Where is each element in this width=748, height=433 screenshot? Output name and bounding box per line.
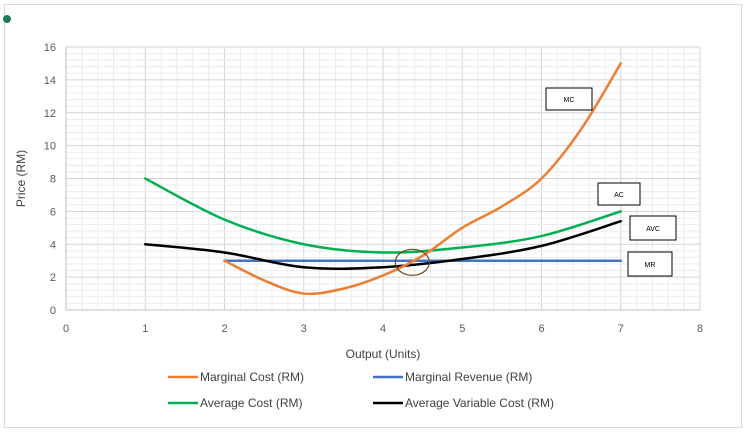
status-dot [3,15,11,23]
y-tick-label: 6 [50,206,56,218]
x-tick-label: 1 [142,323,148,335]
tag-label-ac: AC [614,192,624,199]
y-tick-label: 8 [50,174,56,186]
tag-label-avc: AVC [646,226,660,233]
series-line-avc [144,219,622,270]
y-tick-label: 16 [44,42,56,54]
x-tick-label: 2 [221,323,227,335]
series-line-ac [144,177,622,254]
y-tick-label: 0 [50,305,56,317]
tag-box-mr [627,251,673,277]
chart-series [144,62,622,296]
tag-label-mc: MC [564,97,575,104]
legend-label-avc: Average Variable Cost (RM) [405,396,554,410]
x-tick-label: 8 [697,323,703,335]
y-tick-label: 14 [44,75,56,87]
series-tags: MC AC AVC MR [545,87,677,277]
y-tick-label: 2 [50,272,56,284]
chart-legend: Marginal Cost (RM) Marginal Revenue (RM) A… [168,370,554,410]
x-tick-label: 0 [63,323,69,335]
tag-label-mr: MR [645,262,656,269]
chart-frame [4,4,742,428]
x-tick-label: 5 [459,323,465,335]
x-tick-label: 3 [301,323,307,335]
tag-box-ac [597,182,641,206]
legend-label-mc: Marginal Cost (RM) [200,370,304,384]
series-line-mc [223,62,622,296]
chart-grid [65,46,701,311]
intersection-circle [394,248,430,276]
tag-box-avc [629,215,677,241]
legend-label-ac: Average Cost (RM) [200,396,302,410]
y-tick-label: 12 [44,108,56,120]
x-tick-label: 7 [618,323,624,335]
x-tick-label: 4 [380,323,386,335]
y-axis-title: Price (RM) [14,150,28,207]
y-tick-label: 10 [44,141,56,153]
x-axis-title: Output (Units) [346,347,421,361]
legend-label-mr: Marginal Revenue (RM) [405,370,532,384]
tag-box-mc [545,87,593,111]
y-tick-label: 4 [50,239,56,251]
x-tick-label: 6 [538,323,544,335]
